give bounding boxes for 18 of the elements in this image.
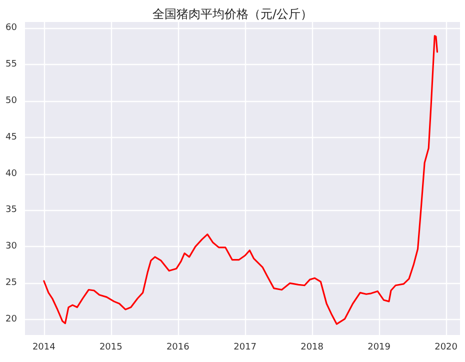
x-tick-label: 2019 (368, 342, 391, 352)
x-tick-label: 2018 (300, 342, 324, 352)
chart-title: 全国猪肉平均价格（元/公斤） (152, 7, 313, 21)
y-tick-label: 35 (6, 205, 17, 216)
line-series (43, 35, 438, 325)
x-tick-label: 2014 (32, 342, 56, 352)
y-tick-label: 55 (6, 59, 17, 70)
y-tick-label: 50 (6, 96, 18, 106)
x-tick-label: 2016 (166, 342, 190, 352)
y-tick-label: 60 (6, 22, 18, 33)
y-tick-label: 25 (6, 278, 17, 288)
x-tick-label: 2015 (99, 342, 122, 352)
y-tick-label: 30 (6, 242, 18, 252)
x-tick-label: 2020 (434, 342, 458, 352)
y-tick-label: 40 (6, 168, 18, 179)
x-tick-label: 2017 (234, 342, 257, 352)
y-tick-label: 20 (6, 314, 18, 325)
y-tick-label: 45 (6, 132, 17, 142)
